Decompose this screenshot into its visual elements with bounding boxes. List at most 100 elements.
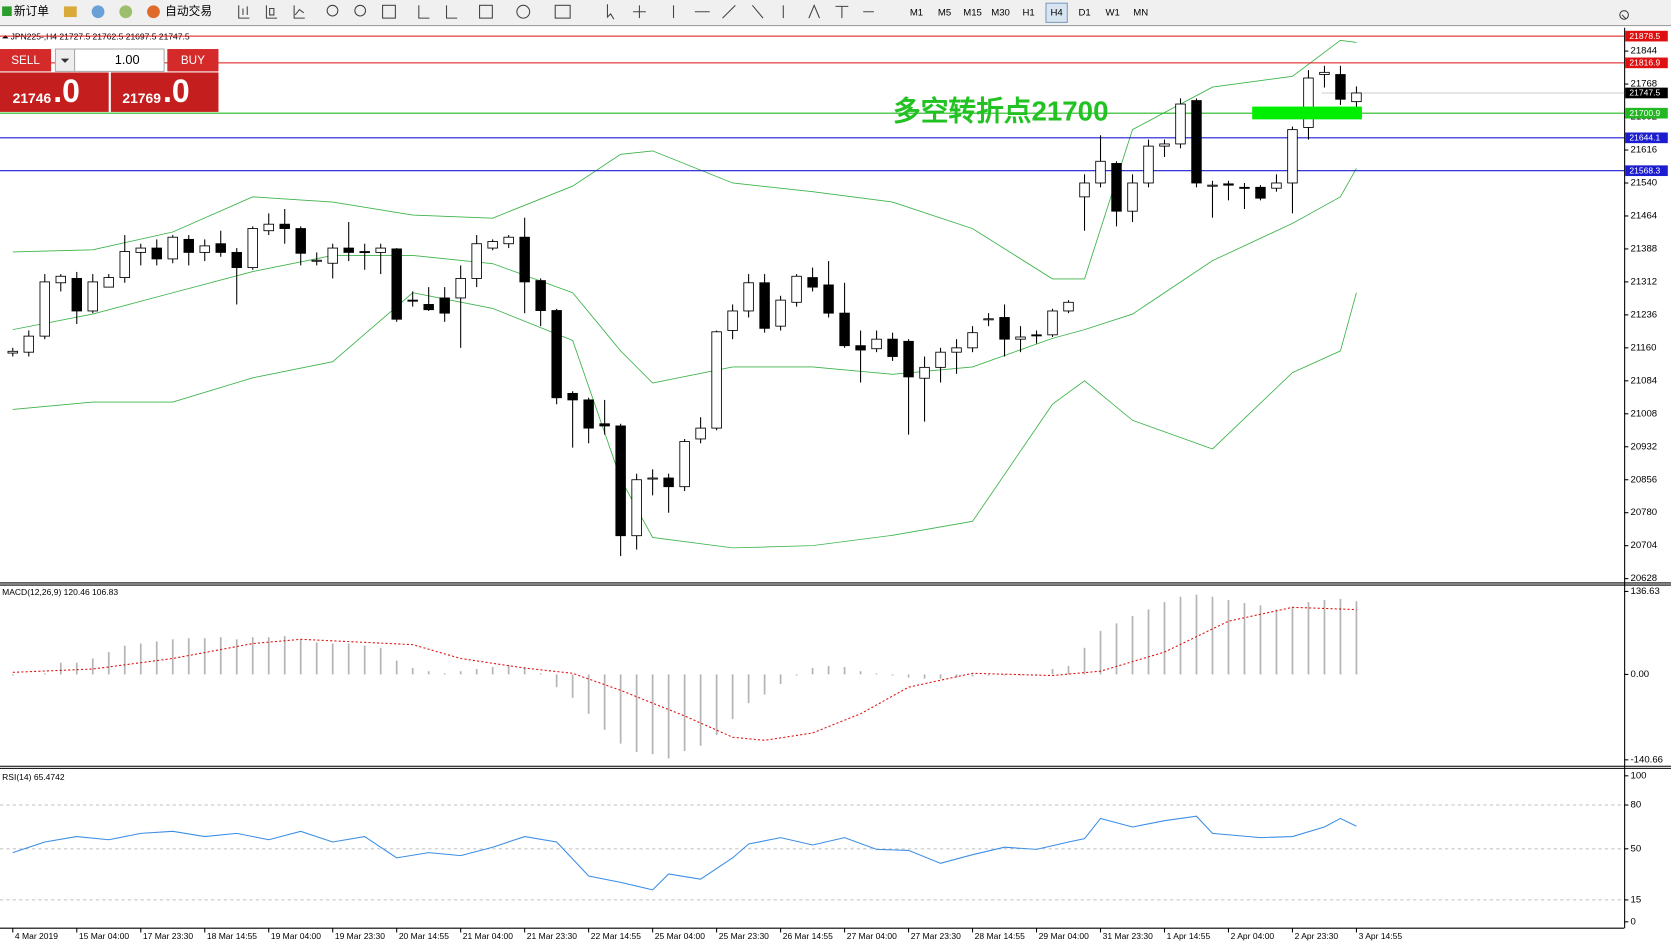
scroll-icons[interactable]	[418, 5, 458, 19]
y-tick-label: 20628	[1631, 573, 1658, 584]
auto-trading-icon[interactable]	[147, 5, 160, 19]
toolbar-icons	[238, 3, 1629, 20]
templates-icon[interactable]	[554, 4, 571, 19]
new-order-button[interactable]: 新订单	[14, 4, 49, 18]
price-level-tag	[1625, 57, 1668, 69]
indicators-icon[interactable]	[479, 4, 493, 19]
x-tick-label: 21 Mar 23:30	[527, 931, 577, 941]
y-tick-label: 21312	[1631, 276, 1658, 287]
x-tick-label: 29 Mar 04:00	[1039, 931, 1089, 941]
tool-icon[interactable]	[91, 5, 105, 19]
candle-body	[1351, 92, 1362, 103]
candle-body	[775, 299, 786, 327]
zoom-in-icon[interactable]	[326, 4, 339, 17]
frame	[0, 27, 1671, 929]
candle-body	[1047, 310, 1058, 336]
timeframe-button[interactable]: M15	[963, 7, 982, 18]
x-tick-label: 15 Mar 04:00	[79, 931, 129, 941]
new-order-icon[interactable]	[2, 6, 12, 16]
candle-body	[439, 297, 450, 314]
buy-label[interactable]: BUY	[181, 54, 205, 67]
candle-body	[503, 236, 514, 245]
timeframe-button[interactable]: MN	[1133, 7, 1148, 18]
timeframe-button[interactable]: M30	[991, 7, 1010, 18]
candle-body	[343, 247, 354, 253]
candle-body	[1159, 143, 1170, 147]
candle-body	[1143, 145, 1154, 184]
x-tick-label: 3 Apr 14:55	[1359, 931, 1403, 941]
y-tick-label: 50	[1631, 843, 1642, 854]
candle-body	[1319, 71, 1330, 75]
timeframe-button[interactable]: M1	[910, 7, 923, 18]
price-level-tag	[1625, 132, 1668, 144]
tile-icon[interactable]	[382, 4, 396, 19]
timeframe-button[interactable]: H1	[1022, 7, 1034, 18]
line-chart-icon[interactable]	[293, 5, 305, 19]
rsi-line	[12, 815, 1357, 891]
x-tick-label: 19 Mar 04:00	[271, 931, 321, 941]
candle-body	[183, 238, 194, 253]
candle-body	[359, 251, 370, 254]
x-tick-label: 27 Mar 04:00	[847, 931, 897, 941]
candle-body	[519, 236, 530, 283]
timeframe-button[interactable]: W1	[1105, 7, 1119, 18]
timeframe-button[interactable]: H4	[1051, 7, 1064, 18]
x-tick-label: 25 Mar 23:30	[719, 931, 769, 941]
y-tick-label: 0.00	[1631, 669, 1650, 680]
search-icon[interactable]	[1619, 10, 1629, 20]
x-tick-label: 4 Mar 2019	[15, 931, 58, 941]
y-tick-label: 21084	[1631, 375, 1658, 386]
tool-icon[interactable]	[63, 6, 77, 18]
bid-box[interactable]	[0, 72, 109, 112]
tool-icon[interactable]	[119, 5, 133, 19]
candle-body	[839, 312, 850, 347]
candle-body	[599, 423, 610, 427]
candle-body	[567, 392, 578, 401]
x-tick-label: 2 Apr 04:00	[1231, 931, 1275, 941]
y-tick-label: 21540	[1631, 178, 1658, 189]
lots-value[interactable]: 1.00	[115, 52, 140, 67]
bar-chart-icon[interactable]	[238, 5, 250, 19]
x-tick-label: 25 Mar 04:00	[655, 931, 705, 941]
zoom-out-icon[interactable]	[354, 4, 367, 17]
sell-label[interactable]: SELL	[11, 54, 40, 67]
timeframe-button[interactable]: M5	[938, 7, 951, 18]
candle-body	[327, 247, 338, 264]
candle-body	[935, 351, 946, 368]
y-tick-label: 100	[1631, 770, 1647, 781]
candle-body	[871, 338, 882, 350]
candle-body	[951, 347, 962, 353]
candle-body	[903, 340, 914, 378]
ask-box[interactable]	[110, 72, 219, 112]
candle-body	[551, 310, 562, 399]
sell-button[interactable]	[0, 49, 52, 72]
price-level-label: 21878.5	[1629, 31, 1660, 41]
x-tick-label: 31 Mar 23:30	[1103, 931, 1153, 941]
candle-body	[1111, 163, 1122, 212]
candle-body	[407, 299, 418, 302]
buy-button[interactable]	[167, 49, 219, 72]
candle-body	[23, 335, 35, 353]
periods-icon[interactable]	[516, 4, 531, 19]
y-tick-label: 21616	[1631, 145, 1658, 156]
candle-body	[247, 228, 258, 269]
active-timeframe	[1045, 2, 1068, 23]
candle-body	[1303, 77, 1314, 128]
y-tick-label: 20932	[1631, 441, 1658, 452]
last-price-tag	[1625, 87, 1668, 99]
timeframe-button[interactable]: D1	[1079, 7, 1091, 18]
y-tick-label: 21388	[1631, 243, 1658, 254]
candle-chart-icon[interactable]	[265, 5, 278, 19]
x-tick-label: 27 Mar 23:30	[911, 931, 961, 941]
rsi-title: RSI(14) 65.4742	[2, 772, 65, 782]
candle-body	[1255, 186, 1266, 199]
candle-body	[295, 228, 306, 254]
candle-body	[615, 425, 626, 537]
candle-body	[71, 278, 82, 312]
candle-body	[999, 317, 1010, 340]
x-tick-label: 28 Mar 14:55	[975, 931, 1025, 941]
lots-input[interactable]	[74, 48, 165, 72]
drawing-tools[interactable]	[606, 3, 874, 20]
auto-trading-button[interactable]: 自动交易	[165, 4, 212, 18]
